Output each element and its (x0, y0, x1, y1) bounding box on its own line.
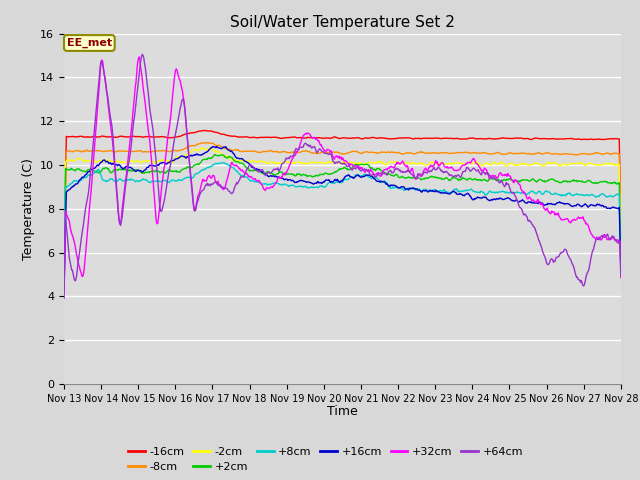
+32cm (127, 126, 135, 132)
-2cm (617, 250, 625, 256)
Line: +2cm: +2cm (64, 155, 621, 263)
+16cm (70, 183, 78, 189)
+2cm (70, 167, 78, 173)
+16cm (184, 154, 192, 160)
+8cm (617, 267, 625, 273)
Text: EE_met: EE_met (67, 38, 112, 48)
-8cm (428, 150, 435, 156)
+32cm (185, 151, 193, 157)
-2cm (214, 149, 222, 155)
-2cm (411, 160, 419, 166)
+32cm (135, 54, 143, 60)
Line: +64cm: +64cm (64, 54, 621, 299)
+2cm (428, 174, 435, 180)
-2cm (199, 144, 207, 150)
+32cm (617, 275, 625, 280)
-8cm (60, 265, 68, 271)
+8cm (127, 176, 135, 182)
+16cm (212, 144, 220, 149)
+16cm (617, 264, 625, 269)
-2cm (70, 158, 78, 164)
-16cm (60, 257, 68, 263)
Line: +16cm: +16cm (64, 146, 621, 288)
Title: Soil/Water Temperature Set 2: Soil/Water Temperature Set 2 (230, 15, 455, 30)
-2cm (184, 150, 192, 156)
+8cm (70, 178, 78, 183)
Line: +8cm: +8cm (64, 163, 621, 270)
+2cm (617, 260, 625, 266)
-16cm (201, 128, 209, 133)
+32cm (60, 291, 68, 297)
+64cm (185, 153, 193, 158)
+32cm (411, 175, 419, 181)
+8cm (184, 175, 192, 180)
-8cm (214, 143, 222, 148)
+64cm (60, 296, 68, 301)
-16cm (411, 136, 419, 142)
+16cm (428, 188, 435, 194)
+16cm (60, 285, 68, 291)
-2cm (428, 159, 435, 165)
-16cm (617, 218, 625, 224)
+16cm (127, 165, 135, 171)
-8cm (201, 140, 209, 145)
+2cm (411, 175, 419, 180)
+64cm (617, 273, 625, 278)
+64cm (138, 51, 146, 57)
Line: -16cm: -16cm (64, 131, 621, 260)
+8cm (214, 160, 221, 166)
+32cm (428, 163, 435, 168)
+16cm (214, 145, 222, 151)
Legend: -16cm, -8cm, -2cm, +2cm, +8cm, +16cm, +32cm, +64cm: -16cm, -8cm, -2cm, +2cm, +8cm, +16cm, +3… (124, 442, 527, 477)
+64cm (214, 182, 222, 188)
-16cm (70, 134, 78, 140)
+8cm (220, 160, 228, 166)
+2cm (211, 152, 219, 157)
-16cm (214, 130, 222, 136)
Y-axis label: Temperature (C): Temperature (C) (22, 158, 35, 260)
-16cm (127, 133, 135, 139)
+2cm (184, 164, 192, 169)
+2cm (127, 168, 135, 174)
-8cm (617, 228, 625, 234)
+64cm (411, 175, 419, 180)
Line: +32cm: +32cm (64, 57, 621, 294)
-16cm (428, 135, 435, 141)
-8cm (70, 148, 78, 154)
-2cm (60, 249, 68, 254)
+2cm (60, 252, 68, 258)
-8cm (411, 151, 419, 156)
+8cm (428, 189, 435, 194)
+32cm (70, 239, 78, 244)
-8cm (184, 144, 192, 150)
+2cm (214, 153, 222, 158)
+64cm (70, 276, 78, 281)
-2cm (127, 158, 135, 164)
-8cm (127, 148, 135, 154)
+64cm (127, 141, 135, 146)
Line: -2cm: -2cm (64, 147, 621, 253)
Line: -8cm: -8cm (64, 143, 621, 268)
X-axis label: Time: Time (327, 405, 358, 418)
-16cm (184, 131, 192, 136)
+8cm (60, 262, 68, 267)
+64cm (428, 168, 435, 174)
+16cm (411, 186, 419, 192)
+32cm (214, 179, 222, 184)
+8cm (411, 186, 419, 192)
